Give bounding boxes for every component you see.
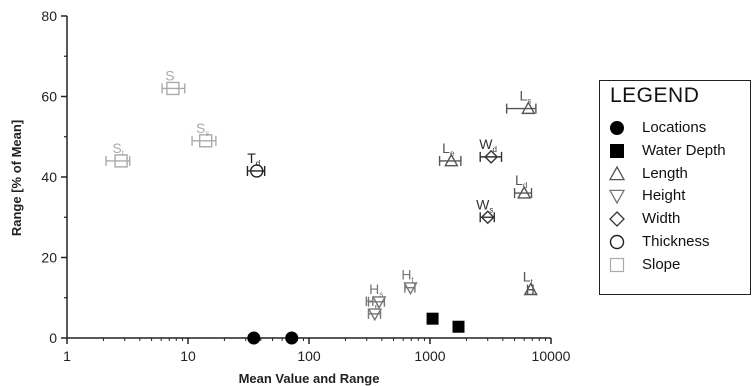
legend-symbol-icon <box>609 234 625 250</box>
x-tick-label: 100 <box>297 348 321 364</box>
point-label: Ld <box>515 172 527 190</box>
legend-item-length: Length <box>608 163 748 185</box>
y-axis-title: Range [% of Mean] <box>9 120 24 236</box>
legend-symbol-icon <box>609 257 625 272</box>
point-label-subscript: t <box>411 276 414 285</box>
legend-item-water-depth: Water Depth <box>608 140 748 162</box>
point-label: Ls <box>519 88 531 106</box>
legend-item-height: Height <box>608 185 748 207</box>
data-point-width: Wd <box>479 136 503 164</box>
data-point-length: Le <box>438 140 462 167</box>
legend-label: Thickness <box>642 233 710 250</box>
legend-item-thickness: Thickness <box>608 231 748 253</box>
y-tick-label: 40 <box>41 169 57 185</box>
legend-label: Width <box>642 210 681 228</box>
x-tick-label: 10 <box>180 348 196 364</box>
legend-symbol-icon <box>609 211 625 228</box>
point-label-subscript: e <box>375 302 380 311</box>
y-tick-label: 60 <box>41 89 57 105</box>
data-point-length: Ls <box>505 88 537 115</box>
y-tick-label: 0 <box>49 330 57 346</box>
legend-label: Height <box>642 187 686 205</box>
data-point-locations <box>285 331 299 345</box>
point-label: S <box>165 67 174 83</box>
data-point-locations <box>247 331 261 345</box>
data-point-slope: Ss <box>191 120 217 148</box>
data-point-length: Ld <box>513 172 533 199</box>
point-label: Ws <box>476 196 493 214</box>
data-point-water-depth <box>452 320 465 333</box>
point-label: St <box>112 140 124 158</box>
legend-title: LEGEND <box>610 84 700 107</box>
legend-label: Slope <box>642 255 681 273</box>
legend-label: Length <box>642 164 688 182</box>
data-point-height: Ht <box>401 267 418 296</box>
point-label-subscript: s <box>489 205 493 214</box>
point-label: Wd <box>479 136 497 154</box>
point-label-subscript: t <box>122 149 125 158</box>
data-point-water-depth <box>426 312 439 325</box>
point-label-subscript: s <box>379 290 383 299</box>
point-label-subscript: s <box>205 129 209 138</box>
point-label: Le <box>442 140 455 158</box>
point-label: Ht <box>401 267 414 285</box>
legend-symbol-icon <box>608 190 626 205</box>
x-tick-label: 10000 <box>532 348 571 364</box>
point-label-subscript: e <box>450 149 455 158</box>
x-tick-label: 1000 <box>414 348 445 364</box>
legend-symbol-icon <box>610 143 624 158</box>
point-label-subscript: t <box>531 278 534 287</box>
data-point-slope: S <box>161 67 186 96</box>
legend-item-slope: Slope <box>608 254 748 276</box>
legend-item-locations: Locations <box>608 117 748 139</box>
legend-symbol-icon <box>608 165 626 180</box>
point-label-subscript: d <box>493 145 497 154</box>
data-point-thickness: Td <box>246 150 266 178</box>
y-tick-label: 80 <box>41 8 57 24</box>
point-label-subscript: s <box>527 97 531 106</box>
point-label: Ss <box>196 120 209 138</box>
point-label: Lt <box>523 269 534 287</box>
legend-label: Locations <box>642 119 707 136</box>
point-label-subscript: d <box>256 159 260 168</box>
data-point-length: Lt <box>523 269 538 296</box>
legend-symbol-icon <box>610 121 624 135</box>
x-axis-title: Mean Value and Range <box>239 371 380 386</box>
data-point-slope: St <box>105 140 131 168</box>
point-label: Td <box>247 150 260 168</box>
point-label-subscript: d <box>523 181 527 190</box>
data-point-width: Ws <box>476 196 496 225</box>
axes: 0 20 40 60 80 1 10 100 1000 10000 <box>41 8 570 364</box>
x-tick-label: 1 <box>63 348 71 364</box>
legend-item-width: Width <box>608 208 748 230</box>
y-tick-label: 20 <box>41 250 57 266</box>
legend: LEGEND Locations Water Depth Length Height W… <box>599 80 751 295</box>
legend-label: Water Depth <box>642 141 726 159</box>
